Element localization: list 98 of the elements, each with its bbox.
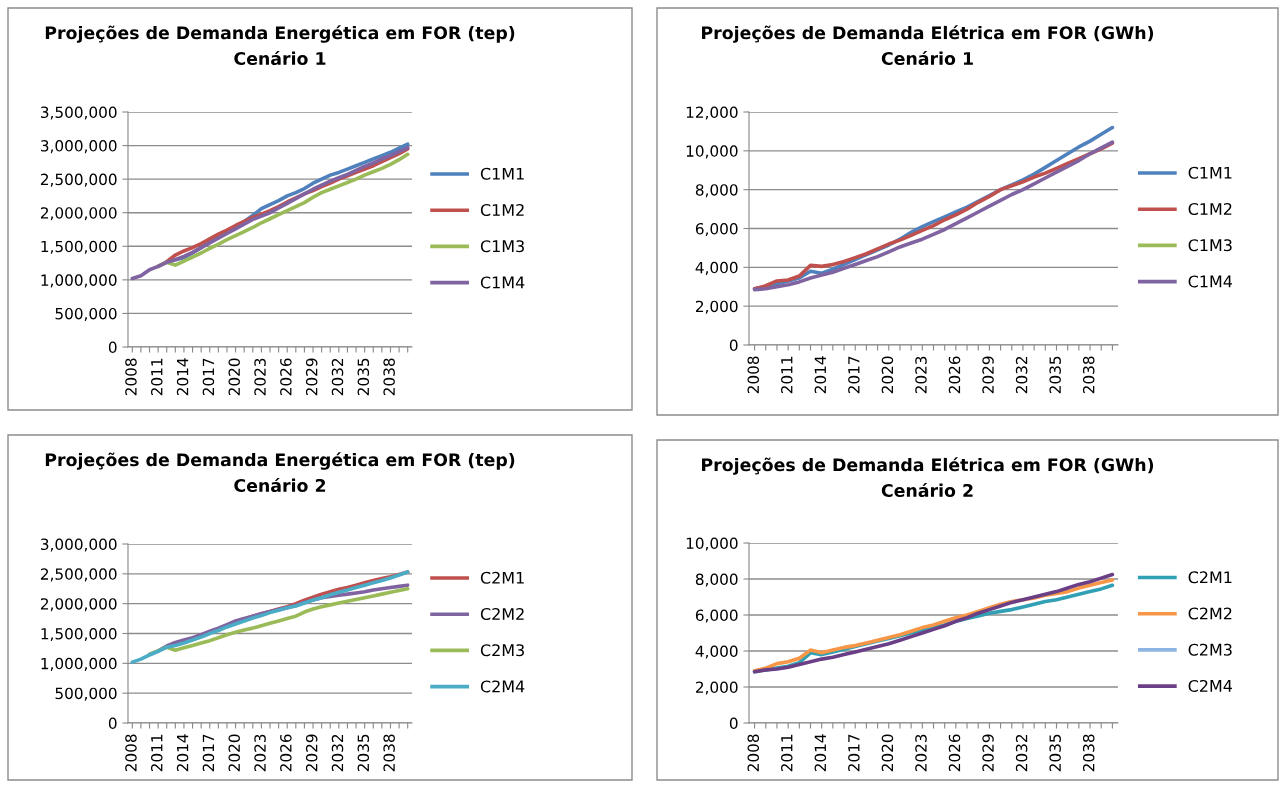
x-tick-label: 2014 <box>176 358 189 396</box>
x-tick-label: 2017 <box>202 734 215 772</box>
legend-label: C1M2 <box>480 203 524 217</box>
x-tick-label: 2011 <box>781 356 793 394</box>
x-tick-label: 2020 <box>228 734 241 772</box>
y-tick-label: 1,500,000 <box>41 627 117 642</box>
x-tick-label: 2026 <box>948 356 961 394</box>
y-tick-label: 10,000 <box>686 145 738 159</box>
x-tick-label: 2020 <box>881 734 894 772</box>
y-tick-label: 4,000 <box>695 645 738 659</box>
x-tick-label: 2038 <box>1082 356 1095 394</box>
x-tick-label: 2035 <box>357 734 370 772</box>
x-tick-label: 2011 <box>151 734 163 772</box>
x-tick-label: 2023 <box>254 358 266 396</box>
x-tick-label: 2008 <box>747 734 760 772</box>
x-tick-label: 2008 <box>747 356 760 394</box>
chart-subtitle: Cenário 1 <box>234 50 326 66</box>
x-tick-label: 2032 <box>1015 356 1028 394</box>
legend-label: C2M4 <box>480 680 525 693</box>
legend-label: C1M4 <box>480 276 525 289</box>
legend-label: C2M3 <box>1188 643 1232 656</box>
x-tick-label: 2017 <box>848 356 860 394</box>
y-tick-label: 0 <box>729 339 738 352</box>
y-tick-label: 1,500,000 <box>41 240 117 254</box>
x-tick-label: 2020 <box>228 358 241 396</box>
x-tick-label: 2017 <box>202 358 215 396</box>
x-tick-label: 2032 <box>331 358 344 396</box>
x-tick-label: 2029 <box>305 734 318 772</box>
y-tick-label: 0 <box>729 717 738 730</box>
chart-title: Projeções de Demanda Energética em FOR (tep) <box>45 452 515 470</box>
x-tick-label: 2017 <box>848 734 860 772</box>
chart-title: Projeções de Demanda Elétrica em FOR (GWh) <box>702 457 1154 475</box>
x-tick-label: 2020 <box>881 356 894 394</box>
x-tick-label: 2032 <box>1015 734 1028 772</box>
legend-label: C1M2 <box>1188 202 1232 216</box>
x-tick-label: 2026 <box>280 358 292 396</box>
y-tick-label: 3,000,000 <box>40 140 117 154</box>
legend-label: C2M3 <box>480 644 524 657</box>
x-tick-label: 2038 <box>383 734 395 772</box>
x-tick-label: 2014 <box>814 734 827 772</box>
y-tick-label: 2,500,000 <box>40 568 117 582</box>
legend-label: C2M1 <box>1188 571 1232 584</box>
y-tick-label: 2,000 <box>695 681 738 695</box>
x-tick-label: 2029 <box>982 356 994 394</box>
y-tick-label: 2,000,000 <box>40 207 117 221</box>
y-tick-label: 500,000 <box>55 307 117 322</box>
legend-label: C2M2 <box>1188 607 1232 620</box>
y-tick-label: 2,500,000 <box>40 173 117 187</box>
x-tick-label: 2023 <box>915 356 927 394</box>
legend-label: C2M1 <box>480 571 524 584</box>
x-tick-label: 2029 <box>982 734 994 772</box>
y-tick-label: 2,000 <box>695 300 738 314</box>
y-tick-label: 8,000 <box>695 184 738 198</box>
chart-title: Projeções de Demanda Energética em FOR (tep) <box>45 25 515 43</box>
x-tick-label: 2035 <box>357 358 370 396</box>
line-series <box>130 570 410 664</box>
y-tick-label: 3,500,000 <box>40 106 117 120</box>
x-tick-label: 2026 <box>948 734 961 772</box>
y-tick-label: 6,000 <box>695 609 738 623</box>
legend-label: C1M1 <box>480 167 524 180</box>
x-tick-label: 2026 <box>280 734 292 772</box>
x-tick-label: 2029 <box>305 358 318 396</box>
x-tick-label: 2008 <box>125 358 137 396</box>
x-tick-label: 2023 <box>915 734 927 772</box>
y-tick-label: 2,000,000 <box>40 598 117 612</box>
line-series <box>130 145 410 281</box>
chart-subtitle: Cenário 2 <box>881 482 973 498</box>
x-tick-label: 2011 <box>151 358 163 396</box>
y-tick-label: 6,000 <box>695 222 738 237</box>
x-tick-label: 2038 <box>383 358 395 396</box>
y-tick-label: 3,000,000 <box>40 538 117 552</box>
x-tick-label: 2023 <box>254 734 266 772</box>
y-tick-label: 12,000 <box>686 106 738 120</box>
x-tick-label: 2038 <box>1082 734 1095 772</box>
x-tick-label: 2035 <box>1049 356 1061 394</box>
chart-title: Projeções de Demanda Elétrica em FOR (GWh) <box>702 25 1154 43</box>
chart-subtitle: Cenário 1 <box>881 50 973 66</box>
x-tick-label: 2011 <box>781 734 793 772</box>
x-tick-label: 2035 <box>1049 734 1061 772</box>
y-tick-label: 1,000,000 <box>41 657 117 671</box>
legend-label: C1M4 <box>1188 275 1233 288</box>
y-tick-label: 0 <box>108 717 117 730</box>
y-tick-label: 1,000,000 <box>41 274 117 288</box>
legend-label: C2M2 <box>480 607 524 621</box>
legend-label: C1M3 <box>1188 239 1232 252</box>
legend-label: C1M1 <box>1188 166 1232 179</box>
y-tick-label: 10,000 <box>686 537 738 551</box>
legend-label: C2M4 <box>1188 679 1233 692</box>
y-tick-label: 500,000 <box>55 687 117 701</box>
x-tick-label: 2008 <box>125 734 137 772</box>
y-tick-label: 8,000 <box>695 573 738 587</box>
y-tick-label: 4,000 <box>695 261 738 275</box>
legend-label: C1M3 <box>480 240 524 253</box>
x-tick-label: 2032 <box>331 734 344 772</box>
x-tick-label: 2014 <box>176 734 189 772</box>
x-tick-label: 2014 <box>814 356 827 394</box>
y-tick-label: 0 <box>108 341 117 354</box>
chart-subtitle: Cenário 2 <box>234 477 326 493</box>
